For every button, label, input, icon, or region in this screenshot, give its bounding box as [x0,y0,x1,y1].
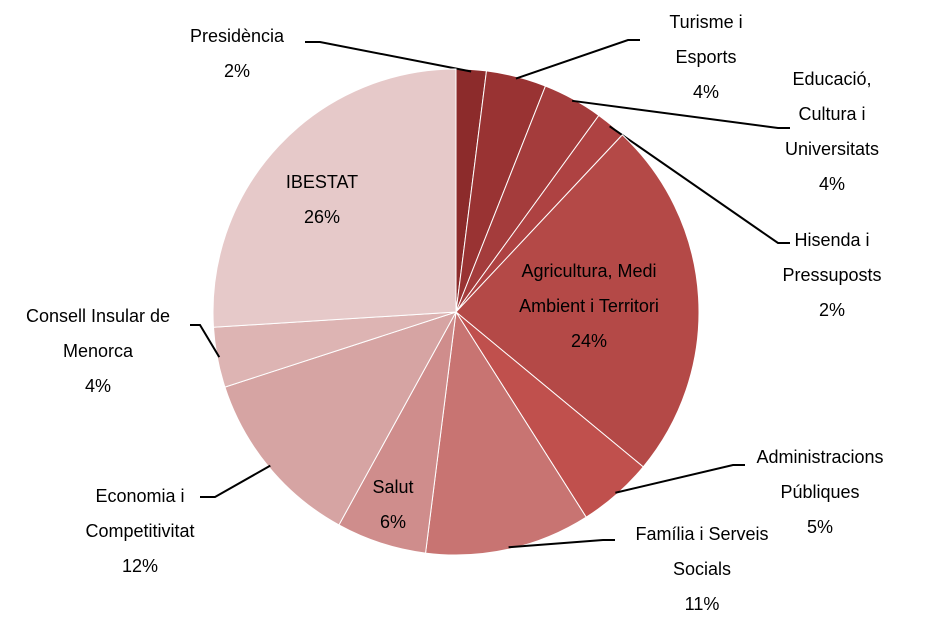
value-label: 6% [379,512,406,532]
leader-line [515,39,640,80]
category-label: Salut [372,477,414,497]
category-label: Agricultura, Medi Ambient i Territori [519,261,659,316]
value-label: 11% [684,594,720,614]
value-label: 26% [303,207,341,227]
value-label: 2% [818,300,845,320]
pie-slice [455,134,700,468]
value-label: 4% [692,82,719,102]
slice-label: Consell Insular de Menorca 4% [13,299,183,404]
value-label: 5% [806,517,833,537]
slice-label: Administracions Públiques 5% [740,440,900,545]
leader-line [571,99,790,129]
category-label: Administracions Públiques [756,447,884,502]
slice-label: Hisenda i Pressuposts 2% [767,223,897,328]
pie-slice [212,68,457,328]
category-label: Turisme i Esports [669,12,743,67]
value-label: 2% [223,61,250,81]
slice-label: Educació, Cultura i Universitats 4% [772,62,892,202]
slice-label: Turisme i Esports 4% [646,5,766,110]
leader-line [508,539,615,549]
slice-label: Agricultura, Medi Ambient i Territori 24% [514,254,664,359]
slice-label: IBESTAT 26% [272,165,372,235]
value-label: 4% [84,376,111,396]
slice-label: Economia i Competitivitat 12% [65,479,215,584]
category-label: Família i Serveis Socials [635,524,769,579]
category-label: Hisenda i Pressuposts [782,230,882,285]
category-label: Educació, Cultura i Universitats [784,69,880,159]
value-label: 24% [570,331,608,351]
category-label: IBESTAT [285,172,359,192]
pie-slice [424,310,587,556]
leader-line [190,324,221,358]
value-label: 4% [818,174,845,194]
category-label: Presidència [189,26,285,46]
category-label: Consell Insular de Menorca [25,306,171,361]
leader-line [305,41,472,73]
leader-line [200,464,271,498]
slice-label: Salut 6% [358,470,428,540]
leader-line [609,125,790,244]
slice-label: Presidència 2% [172,19,302,89]
value-label: 12% [121,556,159,576]
slice-label: Família i Serveis Socials 11% [615,517,790,622]
category-label: Economia i Competitivitat [85,486,195,541]
leader-line [615,464,745,494]
